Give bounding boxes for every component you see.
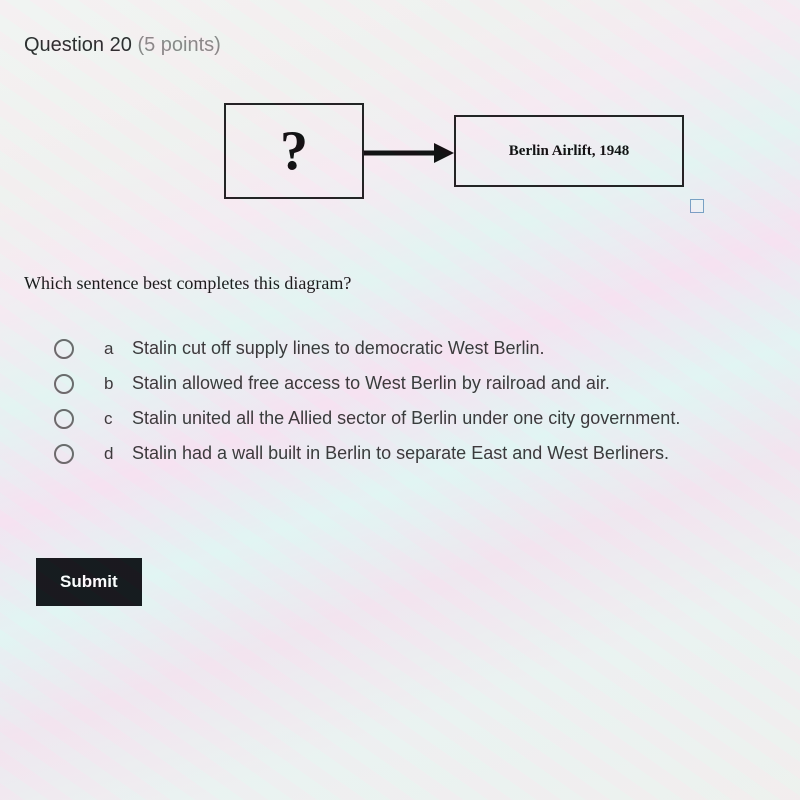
option-letter: c	[104, 409, 132, 429]
diagram-right-box: Berlin Airlift, 1948	[454, 115, 684, 187]
diagram: ? Berlin Airlift, 1948	[24, 103, 776, 253]
radio-b[interactable]	[54, 374, 74, 394]
question-points: (5 points)	[137, 34, 220, 56]
question-header: Question 20 (5 points)	[24, 34, 776, 57]
question-mark-icon: ?	[280, 119, 308, 183]
arrow-right-icon	[364, 141, 454, 165]
option-text: Stalin united all the Allied sector of B…	[132, 408, 680, 429]
question-label-prefix: Question	[24, 34, 104, 56]
diagram-left-box: ?	[224, 103, 364, 199]
option-letter: d	[104, 444, 132, 464]
option-text: Stalin had a wall built in Berlin to sep…	[132, 443, 669, 464]
expand-image-icon[interactable]	[690, 199, 704, 213]
option-letter: b	[104, 374, 132, 394]
diagram-right-box-text: Berlin Airlift, 1948	[501, 143, 637, 160]
answer-options: a Stalin cut off supply lines to democra…	[24, 338, 776, 464]
option-row: d Stalin had a wall built in Berlin to s…	[54, 443, 776, 464]
option-row: a Stalin cut off supply lines to democra…	[54, 338, 776, 359]
radio-d[interactable]	[54, 444, 74, 464]
radio-c[interactable]	[54, 409, 74, 429]
option-text: Stalin allowed free access to West Berli…	[132, 373, 610, 394]
option-row: c Stalin united all the Allied sector of…	[54, 408, 776, 429]
option-row: b Stalin allowed free access to West Ber…	[54, 373, 776, 394]
question-number: 20	[110, 34, 132, 56]
option-text: Stalin cut off supply lines to democrati…	[132, 338, 545, 359]
quiz-page: Question 20 (5 points) ? Berlin Airlift,…	[0, 0, 800, 800]
question-prompt: Which sentence best completes this diagr…	[24, 273, 776, 294]
submit-button[interactable]: Submit	[36, 558, 142, 606]
radio-a[interactable]	[54, 339, 74, 359]
option-letter: a	[104, 339, 132, 359]
